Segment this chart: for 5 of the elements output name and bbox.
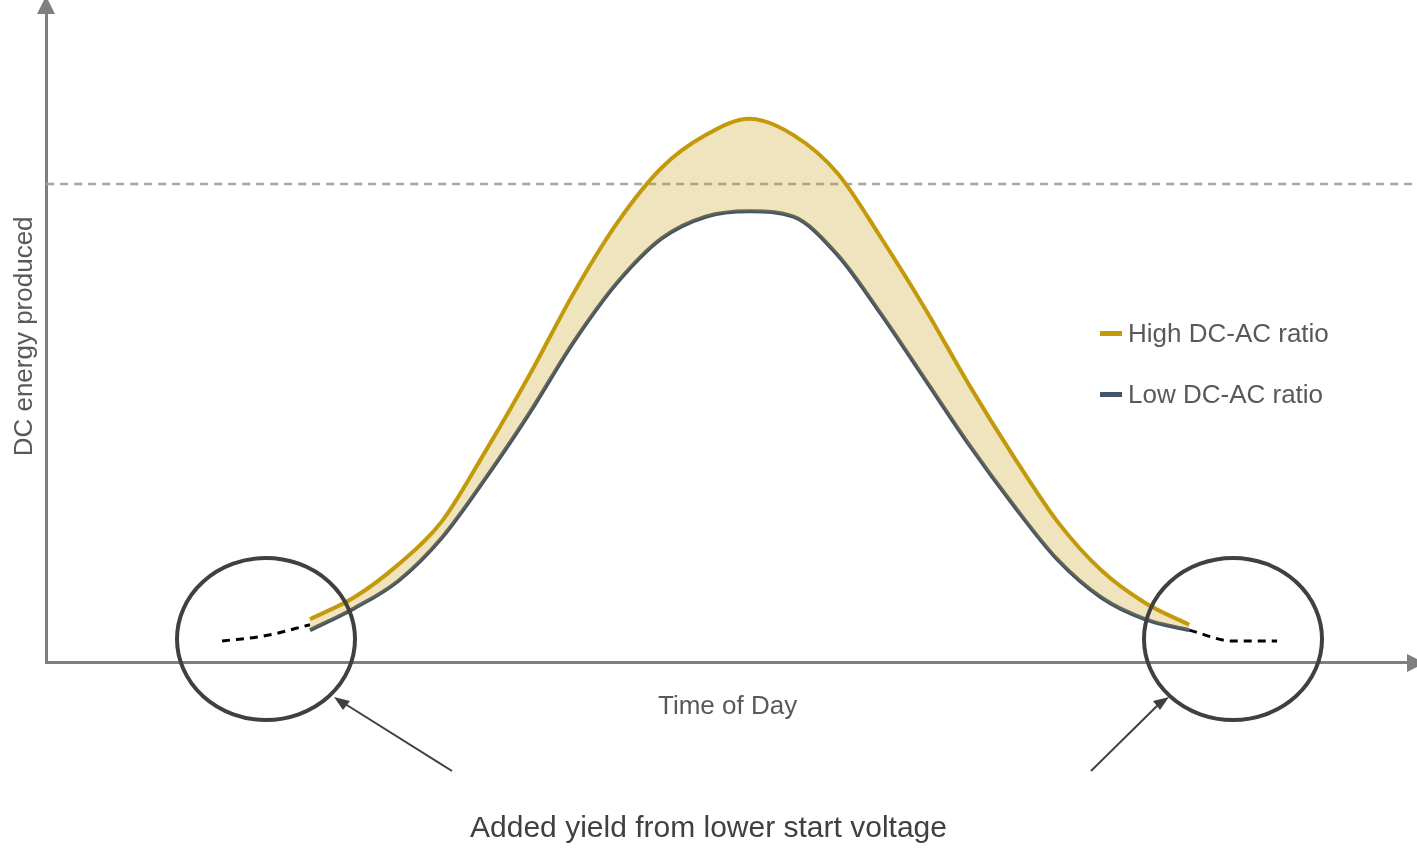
x-axis-title: Time of Day bbox=[658, 689, 798, 720]
legend-label: High DC-AC ratio bbox=[1128, 318, 1329, 349]
y-axis-title: DC energy produced bbox=[7, 216, 38, 457]
legend-label: Low DC-AC ratio bbox=[1128, 379, 1324, 410]
text: Added yield from lower start voltage bbox=[469, 810, 948, 844]
